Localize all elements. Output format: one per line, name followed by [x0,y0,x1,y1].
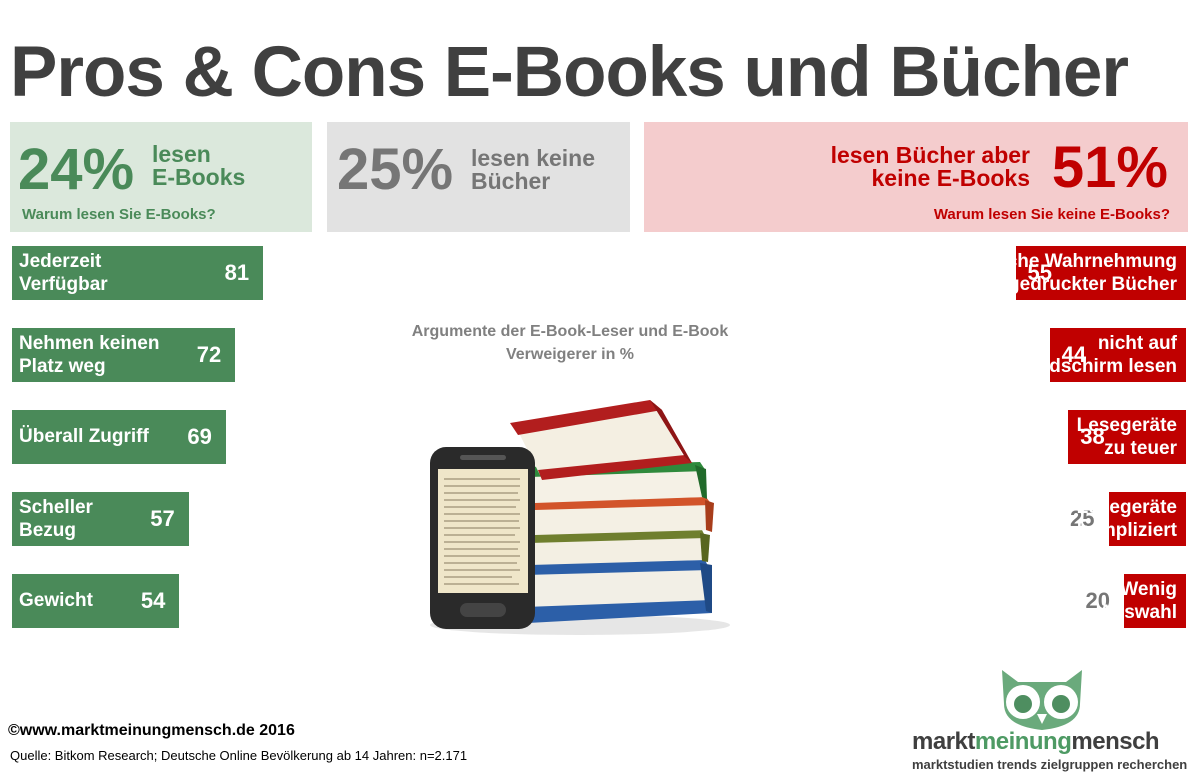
brand-tagline: marktstudien trends zielgruppen recherch… [912,757,1188,772]
phone-home-bar [460,603,506,617]
ebook-reason-value: 54 [140,588,166,613]
book-blue-spine [700,563,712,613]
non-ebook-reasons-chart: sinnliche Wahrnehmung gedruckter Bücher 55… [880,246,1186,631]
ebook-reason-bar: Gewicht 54 [12,574,180,628]
non-readers-panel: 25% lesen keine Bücher [327,122,630,232]
non-ebook-reason-bar: Lesegeräte zu teuer 38 [1068,410,1186,464]
brand-part2: meinung [974,728,1072,755]
brand-wordmark: marktmeinungmensch [912,728,1160,756]
ebook-reason-label: Scheller [19,497,93,518]
ebook-readers-label-line1: lesen [152,141,211,167]
chart-subtitle-line1: Argumente der E-Book-Leser und E-Book [411,323,729,340]
copyright: ©www.marktmeinungmensch.de 2016 [8,722,295,739]
ebook-reason-bar: Nehmen keinen Platz weg 72 [12,328,236,382]
ebook-reason-bar: Jederzeit Verfügbar 81 [12,246,264,300]
ebook-reason-label: Nehmen keinen [19,333,160,354]
brand-part1: markt [912,728,975,755]
book-only-question: Warum lesen Sie keine E-Books? [933,206,1170,223]
non-ebook-reason-bar: nicht auf Bildschirm lesen 44 [1025,328,1186,382]
ebook-reason-value: 57 [150,506,175,531]
ebook-reason-label: Platz weg [19,356,106,377]
ebook-and-books-illustration [430,400,730,635]
book-stack [510,400,714,623]
brand-part3: mensch [1071,728,1160,755]
non-readers-label-line1: lesen keine [471,145,596,171]
chart-subtitle: Argumente der E-Book-Leser und E-Book Ve… [380,320,760,366]
ebook-reasons-chart: Jederzeit Verfügbar 81 Nehmen keinen Platz w… [12,246,332,631]
source-note: Quelle: Bitkom Research; Deutsche Online… [10,748,468,763]
book-blue-cover [525,600,712,623]
non-ebook-reason-value: 38 [1080,424,1105,449]
book-red-spine [650,400,692,463]
phone-text-lines [444,478,520,585]
non-ebook-reason-bar: Wenig Auswahl [1099,574,1186,628]
ebook-reason-label: Gewicht [19,590,93,611]
non-ebook-reason-value: 44 [1061,342,1087,367]
ebook-question: Warum lesen Sie E-Books? [22,206,216,223]
book-orange-spine [705,500,714,532]
smartphone-icon [430,447,535,629]
non-ebook-reason-label: nicht auf [1097,333,1177,354]
page-title: Pros & Cons E-Books und Bücher [10,33,1129,112]
ebook-reason-label: Überall Zugriff [19,426,149,447]
phone-screen [438,469,528,593]
owl-beak [1037,714,1047,724]
non-ebook-reason-label: Bildschirm lesen [1024,356,1177,377]
ebook-readers-label-line2: E-Books [152,164,246,190]
non-ebook-reason-label: gedruckter Bücher [1008,274,1177,295]
ebook-reason-value: 69 [187,424,212,449]
ebook-reason-value: 81 [224,260,250,285]
book-green-spine [695,465,707,499]
non-ebook-reason-value: 55 [1027,260,1052,285]
non-ebook-reason-label: sinnliche Wahrnehmung [957,251,1177,272]
ebook-reason-label: Bezug [19,520,76,541]
owl-logo-icon [1002,670,1082,730]
book-red-cover [538,455,692,480]
non-ebook-reason-bar: sinnliche Wahrnehmung gedruckter Bücher 55 [957,246,1186,300]
book-only-readers-panel: lesen Bücher aber keine E-Books 51% Waru… [644,122,1188,232]
non-ebook-reason-label: Lesegeräte [1076,497,1177,518]
non-ebook-reason-label: Wenig [1120,579,1177,600]
ebook-readers-panel: 24% lesen E-Books Warum lesen Sie E-Book… [10,122,312,232]
ebook-reason-label: Jederzeit [19,251,102,272]
non-ebook-reason-label: zu teuer [1104,438,1177,459]
owl-eye-right [1052,695,1070,713]
book-red-icon [510,400,662,435]
non-ebook-reason-bar: Lesegeräte kompliziert [1077,492,1186,546]
book-only-label-line1: lesen Bücher aber [830,142,1030,168]
book-olive-spine [700,533,710,562]
ebook-reason-bar: Scheller Bezug 57 [12,492,189,546]
ebook-reason-value: 72 [196,342,222,367]
non-ebook-reason-label: kompliziert [1076,520,1177,541]
phone-speaker [460,455,506,460]
non-ebook-reason-label: Lesegeräte [1076,415,1177,436]
chart-subtitle-line2: Verweigerer in % [505,346,635,363]
non-ebook-reason-value: 25 [1070,506,1095,531]
non-ebook-reason-value: 20 [1085,588,1110,613]
non-readers-label-line2: Bücher [471,168,551,194]
book-only-label-line2: keine E-Books [871,165,1031,191]
book-pages [525,563,710,613]
non-readers-percent: 25% [337,137,454,202]
ebook-readers-percent: 24% [18,137,135,202]
owl-eye-left [1014,695,1032,713]
ebook-reason-bar: Überall Zugriff 69 [12,410,226,464]
ebook-reason-label: Verfügbar [19,274,108,295]
book-only-percent: 51% [1051,135,1168,200]
non-ebook-reason-label: Auswahl [1098,602,1177,623]
